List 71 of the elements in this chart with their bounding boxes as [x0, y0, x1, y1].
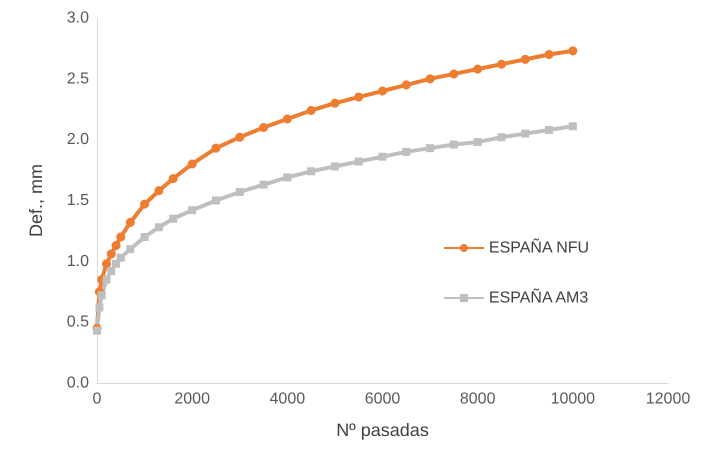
- point: [98, 291, 106, 300]
- point: [402, 148, 410, 156]
- point: [188, 160, 197, 168]
- point: [211, 144, 220, 153]
- point: [497, 133, 506, 142]
- point: [169, 214, 178, 223]
- point: [236, 188, 244, 196]
- point: [330, 162, 339, 170]
- point: [112, 241, 121, 250]
- point: [283, 173, 292, 182]
- point: [95, 304, 104, 312]
- point: [450, 140, 458, 149]
- point: [140, 200, 150, 209]
- x-tick-label: 6000: [364, 390, 400, 408]
- point: [568, 122, 577, 130]
- y-tick-label: 1.0: [66, 252, 90, 270]
- point: [354, 158, 363, 166]
- x-tick-label: 10000: [550, 390, 596, 408]
- point: [306, 106, 316, 115]
- x-tick-label: 12000: [646, 390, 690, 408]
- point: [378, 152, 386, 161]
- x-axis-title: Nº pasadas: [336, 420, 429, 440]
- y-tick-label: 3.0: [66, 10, 90, 26]
- point: [426, 74, 435, 84]
- point: [545, 126, 554, 134]
- point: [402, 80, 411, 90]
- point: [307, 167, 316, 176]
- point: [426, 144, 434, 152]
- point: [449, 69, 458, 78]
- point: [568, 46, 578, 56]
- point: [140, 233, 149, 241]
- point: [282, 114, 292, 124]
- point: [521, 130, 530, 138]
- point: [168, 174, 178, 184]
- x-tick-label: 2000: [174, 390, 210, 408]
- point: [259, 123, 268, 132]
- point: [93, 326, 101, 335]
- point: [235, 132, 244, 142]
- point: [116, 254, 125, 262]
- point: [330, 98, 340, 108]
- point: [102, 276, 111, 284]
- point: [474, 138, 482, 146]
- y-tick-label: 0.0: [66, 374, 90, 392]
- point: [520, 54, 530, 64]
- point: [544, 50, 554, 59]
- point: [496, 60, 506, 69]
- point: [116, 232, 126, 242]
- point: [378, 86, 387, 96]
- y-tick-label: 1.5: [66, 192, 90, 209]
- legend-label: ESPAÑA NFU: [488, 238, 590, 256]
- x-tick-label: 4000: [270, 390, 306, 408]
- point: [154, 223, 163, 232]
- x-tick-label: 8000: [460, 390, 496, 408]
- y-tick-label: 2.5: [66, 70, 90, 88]
- x-tick-label: 0: [92, 390, 102, 408]
- y-tick-label: 2.0: [66, 131, 90, 148]
- point: [354, 92, 364, 102]
- y-axis-title: Def., mm: [26, 164, 46, 238]
- point: [212, 196, 220, 204]
- point: [126, 218, 135, 227]
- point: [188, 206, 196, 214]
- legend-label: ESPAÑA AM3: [488, 288, 588, 306]
- point: [107, 267, 116, 276]
- point: [126, 245, 134, 254]
- point: [102, 259, 112, 268]
- point: [112, 260, 120, 268]
- point: [154, 186, 164, 196]
- y-tick-label: 0.5: [66, 314, 90, 331]
- point: [106, 250, 116, 259]
- point: [473, 64, 482, 74]
- point: [260, 180, 268, 189]
